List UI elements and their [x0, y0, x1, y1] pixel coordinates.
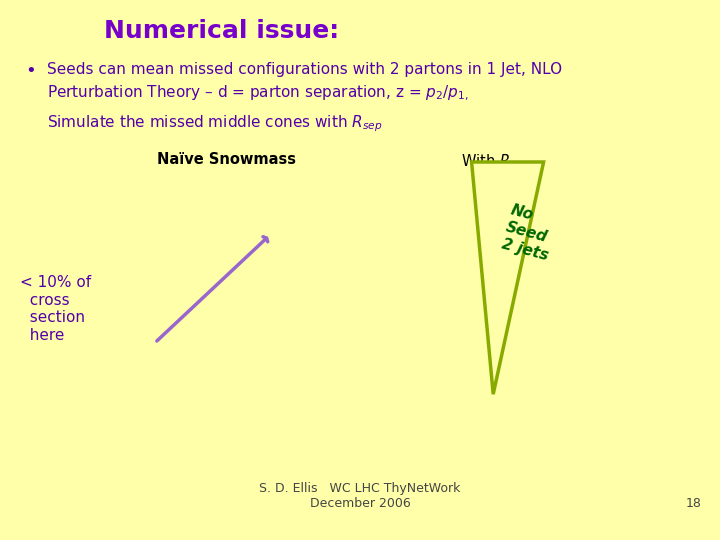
Text: < 10% of
  cross
  section
  here: < 10% of cross section here — [20, 275, 91, 342]
Polygon shape — [472, 162, 544, 394]
Text: No
Seed
2 jets: No Seed 2 jets — [500, 202, 559, 263]
Text: Numerical issue:: Numerical issue: — [104, 19, 340, 43]
Text: S. D. Ellis   WC LHC ThyNetWork
December 2006: S. D. Ellis WC LHC ThyNetWork December 2… — [259, 482, 461, 510]
Text: Simulate the missed middle cones with $R_{sep}$: Simulate the missed middle cones with $R… — [47, 113, 382, 134]
Text: Seeds can mean missed configurations with 2 partons in 1 Jet, NLO: Seeds can mean missed configurations wit… — [47, 62, 562, 77]
Text: •: • — [25, 62, 36, 80]
Text: Perturbation Theory – d = parton separation, z = $p_2/p_{1,}$: Perturbation Theory – d = parton separat… — [47, 84, 469, 103]
Text: With $R_{sep}$: With $R_{sep}$ — [461, 152, 528, 173]
Text: Naïve Snowmass: Naïve Snowmass — [157, 152, 297, 167]
Text: 18: 18 — [686, 497, 702, 510]
